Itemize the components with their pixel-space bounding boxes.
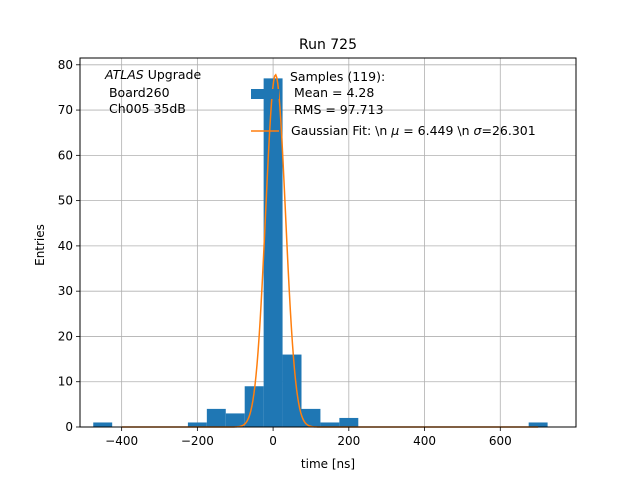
annotation-line-3: Ch005 35dB xyxy=(105,101,186,116)
x-tick-label: 200 xyxy=(337,434,360,448)
annotation-atlas: ATLAS xyxy=(104,67,144,82)
x-tick-label: −200 xyxy=(181,434,214,448)
legend-hist-line-3: RMS = 97.713 xyxy=(290,102,384,117)
histogram-bar xyxy=(187,422,207,427)
histogram-bar xyxy=(301,408,321,427)
y-axis-label: Entries xyxy=(33,224,47,266)
legend-fit-sigma: σ xyxy=(474,123,483,138)
annotation-line-2: Board260 xyxy=(105,85,170,100)
histogram-bar xyxy=(282,354,302,427)
y-tick-label: 40 xyxy=(58,239,73,253)
legend-hist-line-2: Mean = 4.28 xyxy=(290,85,374,100)
legend-histogram-patch xyxy=(251,89,279,99)
y-tick-label: 10 xyxy=(58,375,73,389)
x-tick-label: 600 xyxy=(489,434,512,448)
y-axis-ticks: 0 10 20 30 40 50 60 70 80 xyxy=(58,58,80,434)
histogram-bar xyxy=(320,422,340,427)
plot-frame xyxy=(79,57,577,428)
legend-hist-line-1: Samples (119): xyxy=(290,69,385,84)
x-axis-ticks: −400 −200 0 200 400 600 xyxy=(105,427,512,448)
legend-fit-mid: = 6.449 \n xyxy=(399,123,473,138)
legend-fit-label: Gaussian Fit: \n μ = 6.449 \n σ=26.301 xyxy=(291,123,536,138)
y-tick-label: 20 xyxy=(58,329,73,343)
annotation-upgrade: Upgrade xyxy=(144,67,202,82)
legend-fit-mu: μ xyxy=(390,123,399,138)
y-tick-label: 60 xyxy=(58,148,73,162)
x-tick-label: −400 xyxy=(105,434,138,448)
y-tick-label: 30 xyxy=(58,284,73,298)
legend: Samples (119): Mean = 4.28 RMS = 97.713 … xyxy=(251,69,536,138)
legend-fit-post: =26.301 xyxy=(481,123,535,138)
histogram-bar xyxy=(225,413,245,427)
legend-fit-pre: Gaussian Fit: \n xyxy=(291,123,391,138)
x-axis-label: time [ns] xyxy=(301,457,355,471)
atlas-annotation: ATLAS Upgrade Board260 Ch005 35dB xyxy=(104,67,201,116)
y-tick-label: 0 xyxy=(65,420,73,434)
annotation-line-1: ATLAS Upgrade xyxy=(104,67,201,82)
y-tick-label: 70 xyxy=(58,103,73,117)
x-tick-label: 0 xyxy=(269,434,277,448)
y-tick-label: 80 xyxy=(58,58,73,72)
histogram-bar xyxy=(93,422,113,427)
y-tick-label: 50 xyxy=(58,194,73,208)
x-tick-label: 400 xyxy=(413,434,436,448)
histogram-bar xyxy=(206,408,226,427)
histogram-bar xyxy=(528,422,548,427)
grid-lines xyxy=(80,58,576,428)
histogram-bar xyxy=(339,417,359,427)
chart-title: Run 725 xyxy=(299,37,357,53)
